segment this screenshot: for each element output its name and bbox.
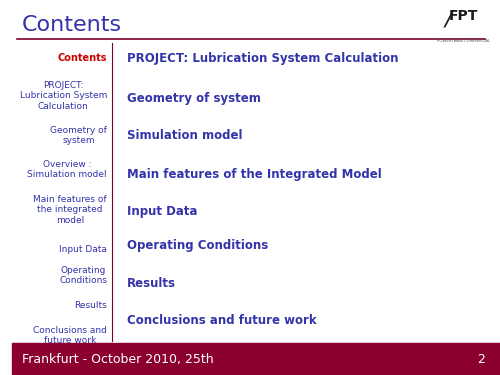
Text: Main features of
the integrated
model: Main features of the integrated model [34, 195, 107, 225]
Bar [12, 343, 500, 375]
Text: Results: Results [74, 301, 107, 310]
Text: Contents: Contents [58, 53, 107, 63]
Text: Operating Conditions: Operating Conditions [126, 239, 268, 252]
Text: 2: 2 [478, 352, 486, 366]
Text: Contents: Contents [22, 15, 122, 35]
Text: Conclusions and
future work: Conclusions and future work [33, 326, 107, 345]
Text: Input Data: Input Data [126, 206, 197, 218]
Text: Geometry of system: Geometry of system [126, 92, 260, 105]
Text: Conclusions and future work: Conclusions and future work [126, 314, 316, 327]
Text: Operating
Conditions: Operating Conditions [59, 266, 107, 285]
Text: Results: Results [126, 277, 176, 290]
Text: PROJECT:
Lubrication System
Calculation: PROJECT: Lubrication System Calculation [20, 81, 107, 111]
Text: POWERTRAIN COMMERCIAL: POWERTRAIN COMMERCIAL [437, 39, 490, 44]
Text: Overview :
Simulation model: Overview : Simulation model [28, 160, 107, 179]
Text: Input Data: Input Data [59, 245, 107, 254]
Text: /: / [445, 9, 452, 29]
Text: Main features of the Integrated Model: Main features of the Integrated Model [126, 168, 382, 181]
Text: Simulation model: Simulation model [126, 129, 242, 142]
Text: Frankfurt - October 2010, 25th: Frankfurt - October 2010, 25th [22, 352, 213, 366]
Text: FPT: FPT [448, 9, 478, 23]
Text: Geometry of
system: Geometry of system [50, 126, 107, 146]
Text: PROJECT: Lubrication System Calculation: PROJECT: Lubrication System Calculation [126, 52, 398, 64]
